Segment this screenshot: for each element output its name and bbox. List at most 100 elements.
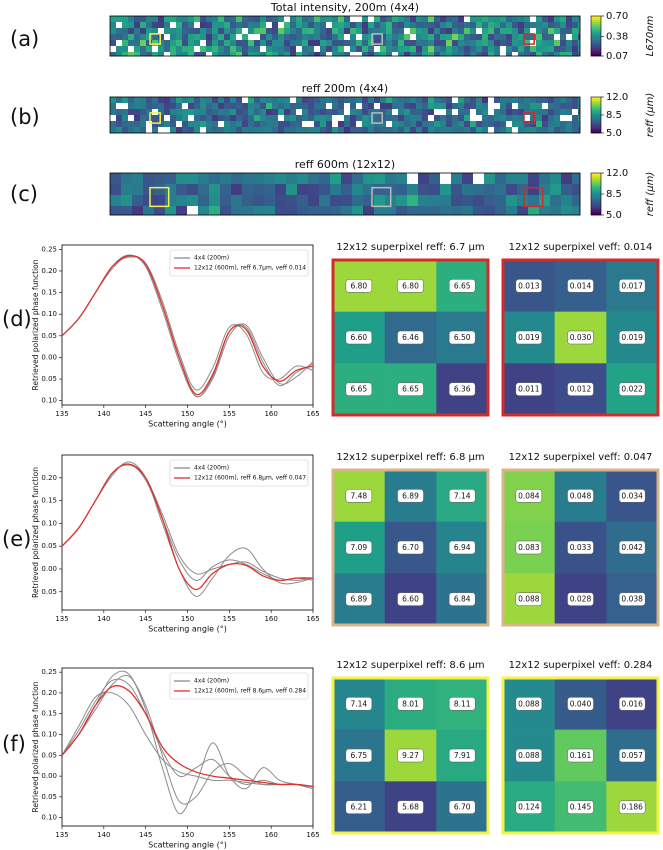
y-tick-label: 0.25 — [41, 668, 57, 676]
image-pixel — [194, 109, 201, 116]
image-pixel — [134, 46, 141, 53]
cell-label-box — [618, 489, 646, 503]
image-pixel — [326, 46, 333, 53]
image-pixel — [422, 28, 429, 35]
image-pixel — [170, 40, 177, 47]
image-pixel — [482, 103, 489, 110]
image-pixel — [176, 34, 183, 41]
image-pixel — [344, 115, 351, 122]
selection-box — [149, 186, 170, 208]
colorbar-tick-label: 0.38 — [606, 31, 628, 42]
image-pixel — [528, 206, 540, 216]
cell-label-box — [345, 592, 373, 606]
image-pixel — [314, 127, 321, 134]
image-pixel — [464, 115, 471, 122]
image-pixel — [350, 46, 357, 53]
x-axis-label: Scattering angle (°) — [148, 420, 227, 429]
image-pixel — [482, 28, 489, 35]
cell-label: 6.94 — [454, 543, 471, 552]
image-pixel — [452, 127, 459, 134]
image-pixel — [236, 34, 243, 41]
image-pixel — [122, 34, 129, 41]
image-pixel — [176, 127, 183, 134]
image-pixel — [528, 195, 540, 207]
image-pixel — [338, 115, 345, 122]
image-pixel — [362, 109, 369, 116]
image-pixel — [164, 103, 171, 110]
image-pixel — [350, 28, 357, 35]
image-pixel — [128, 40, 135, 47]
selection-box — [149, 33, 161, 45]
image-pixel — [536, 109, 543, 116]
image-pixel — [188, 22, 195, 29]
cell-label-box — [397, 279, 424, 293]
image-pixel — [200, 34, 207, 41]
image-pixel — [488, 28, 495, 35]
image-pixel — [488, 109, 495, 116]
image-pixel — [231, 206, 243, 216]
image-pixel — [470, 97, 477, 104]
x-tick-label: 160 — [264, 410, 277, 418]
image-pixel — [404, 28, 411, 35]
heatmap-border — [331, 468, 490, 627]
image-pixel — [482, 127, 489, 134]
image-pixel — [266, 121, 273, 128]
image-pixel — [484, 195, 496, 207]
image-pixel — [236, 28, 243, 35]
image-pixel — [212, 28, 219, 35]
image-pixel — [410, 97, 417, 104]
panel-label: (d) — [2, 307, 32, 331]
image-pixel — [218, 127, 225, 134]
image-pixel — [536, 103, 543, 110]
image-pixel — [512, 97, 519, 104]
image-pixel — [254, 121, 261, 128]
image-pixel — [198, 206, 210, 216]
image-pixel — [122, 28, 129, 35]
colorbar-step — [591, 127, 601, 130]
image-pixel — [476, 40, 483, 47]
cell-label-box — [448, 697, 476, 711]
image-pixel — [528, 173, 540, 185]
image-pixel — [206, 115, 213, 122]
image-pixel — [434, 127, 441, 134]
image-pixel — [566, 40, 573, 47]
cell-label: 6.50 — [454, 333, 471, 342]
image-pixel — [176, 121, 183, 128]
image-pixel — [356, 121, 363, 128]
colorbar-step — [591, 175, 601, 178]
image — [110, 173, 581, 216]
image-pixel — [206, 16, 213, 23]
image-pixel — [416, 52, 423, 57]
x-tick-label: 155 — [223, 615, 236, 623]
image-pixel — [296, 97, 303, 104]
image-pixel — [146, 97, 153, 104]
image-pixel — [218, 115, 225, 122]
image-pixel — [517, 195, 529, 207]
image-pixel — [224, 103, 231, 110]
image-pixel — [128, 127, 135, 134]
image-pixel — [578, 109, 581, 116]
image-pixel — [110, 184, 122, 196]
image-pixel — [446, 109, 453, 116]
image-pixel — [164, 109, 171, 116]
image-pixel — [308, 97, 315, 104]
image-pixel — [254, 97, 261, 104]
colorbar-step — [591, 118, 601, 121]
y-tick-label: 0.05 — [41, 793, 57, 801]
image-pixel — [416, 46, 423, 53]
image-pixel — [152, 28, 159, 35]
image-pixel — [248, 109, 255, 116]
image-pixel — [260, 34, 267, 41]
image-pixel — [560, 103, 567, 110]
image-pixel — [344, 40, 351, 47]
image-pixel — [140, 16, 147, 23]
image-pixel — [578, 115, 581, 122]
colorbar-tick-label: 0.70 — [606, 11, 628, 22]
image-pixel — [140, 103, 147, 110]
image-pixel — [407, 206, 419, 216]
colorbar-step — [591, 198, 601, 201]
image-pixel — [154, 184, 166, 196]
image-pixel — [326, 52, 333, 57]
data-line — [61, 463, 314, 591]
strip-title: Total intensity, 200m (4x4) — [270, 1, 419, 14]
